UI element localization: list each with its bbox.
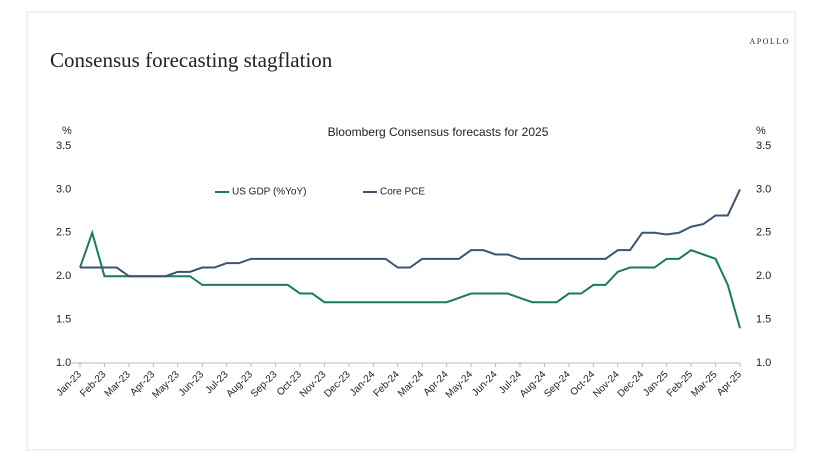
x-tick-label: Dec-24 (616, 369, 647, 400)
y2-tick-label: 3.5 (756, 140, 771, 152)
x-tick-label: Mar-23 (103, 369, 133, 399)
x-tick-label: Feb-25 (665, 369, 695, 399)
x-tick-label: Feb-23 (78, 369, 108, 399)
x-tick-label: May-23 (150, 369, 182, 401)
x-tick-label: Sep-23 (249, 369, 280, 400)
x-tick-label: Sep-24 (542, 369, 573, 400)
x-tick-label: Mar-25 (689, 369, 719, 399)
y2-tick-label: 1.5 (756, 314, 771, 326)
series-line (80, 188, 741, 278)
y2-tick-label: 2.5 (756, 227, 771, 239)
y-tick-label: 3.0 (56, 183, 71, 195)
brand: APOLLO (749, 37, 790, 46)
y2-tick-label: 2.0 (756, 270, 771, 282)
x-tick-label: Jun-23 (177, 369, 207, 399)
x-tick-label: Dec-23 (322, 369, 353, 400)
x-tick-label: Jun-24 (470, 369, 500, 399)
y-tick-label: 1.0 (56, 357, 71, 369)
y-tick-label: 3.5 (56, 140, 71, 152)
x-tick-label: Apr-25 (715, 369, 744, 398)
y2-tick-label: 3.0 (756, 183, 771, 195)
card (26, 11, 796, 451)
y-tick-label: 2.0 (56, 270, 71, 282)
x-tick-label: Feb-24 (372, 369, 402, 399)
legend-label: US GDP (%YoY) (232, 187, 306, 198)
legend-label: Core PCE (380, 187, 425, 198)
series-line (79, 229, 741, 329)
y-tick-label: 1.5 (56, 314, 71, 326)
y-unit: % (62, 125, 72, 137)
y2-tick-label: 1.0 (756, 357, 771, 369)
y-unit-right: % (756, 125, 766, 137)
y-tick-label: 2.5 (56, 227, 71, 239)
x-tick-label: May-24 (444, 369, 476, 401)
chart-title: Consensus forecasting stagflation (50, 48, 333, 72)
chart-subtitle: Bloomberg Consensus forecasts for 2025 (328, 125, 549, 139)
x-tick-label: Mar-24 (396, 369, 426, 399)
